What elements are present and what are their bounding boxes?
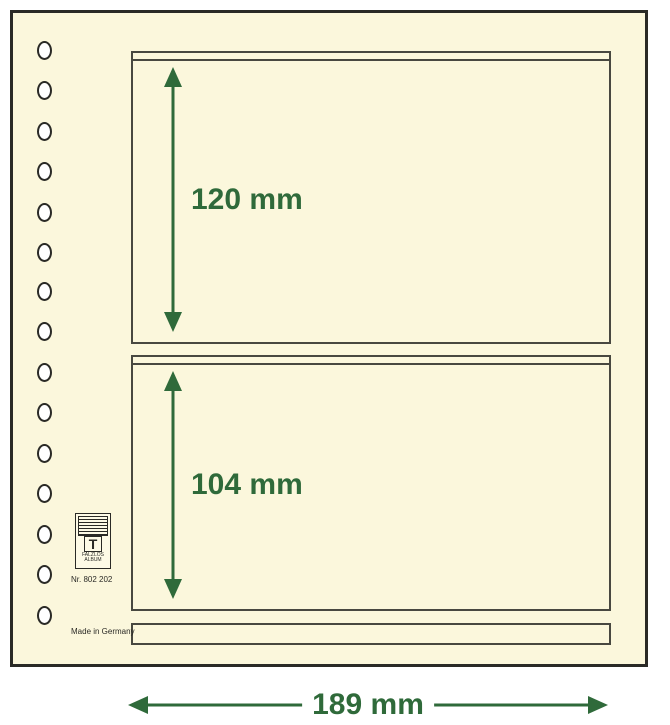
article-number: Nr. 802 202 bbox=[71, 575, 112, 584]
binder-hole bbox=[37, 444, 52, 463]
binder-hole bbox=[37, 565, 52, 584]
album-sheet: 120 mm 104 mm T FALZLOS ALBUM Nr. 802 20… bbox=[10, 10, 648, 667]
brand-logo: T FALZLOS ALBUM bbox=[75, 513, 111, 569]
arrow-right-icon bbox=[588, 696, 608, 714]
binder-hole bbox=[37, 606, 52, 625]
dimension-label: 120 mm bbox=[191, 181, 303, 219]
pocket-top-seam bbox=[133, 363, 609, 365]
brand-letter: T bbox=[84, 536, 102, 552]
bottom-bar bbox=[131, 623, 611, 645]
pocket-bottom: 104 mm bbox=[131, 355, 611, 611]
pocket-top-seam bbox=[133, 59, 609, 61]
binder-hole bbox=[37, 122, 52, 141]
dimension-vertical-top: 120 mm bbox=[163, 67, 183, 332]
dimension-line bbox=[172, 71, 175, 328]
binder-hole bbox=[37, 243, 52, 262]
binder-hole bbox=[37, 403, 52, 422]
binder-hole bbox=[37, 525, 52, 544]
dimension-horizontal: 189 mm bbox=[128, 690, 608, 720]
binder-holes bbox=[13, 13, 67, 664]
binder-hole bbox=[37, 81, 52, 100]
binder-hole bbox=[37, 203, 52, 222]
dimension-line bbox=[172, 375, 175, 595]
brand-stripes-icon bbox=[78, 516, 108, 536]
dimension-label: 104 mm bbox=[191, 466, 303, 504]
arrow-down-icon bbox=[164, 579, 182, 599]
binder-hole bbox=[37, 282, 52, 301]
made-in-label: Made in Germany bbox=[71, 627, 135, 636]
binder-hole bbox=[37, 162, 52, 181]
pocket-top: 120 mm bbox=[131, 51, 611, 344]
brand-system: FALZLOS ALBUM bbox=[78, 553, 108, 563]
dimension-label: 189 mm bbox=[302, 688, 434, 722]
dimension-vertical-bottom: 104 mm bbox=[163, 371, 183, 599]
binder-hole bbox=[37, 322, 52, 341]
arrow-down-icon bbox=[164, 312, 182, 332]
binder-hole bbox=[37, 484, 52, 503]
binder-hole bbox=[37, 41, 52, 60]
binder-hole bbox=[37, 363, 52, 382]
